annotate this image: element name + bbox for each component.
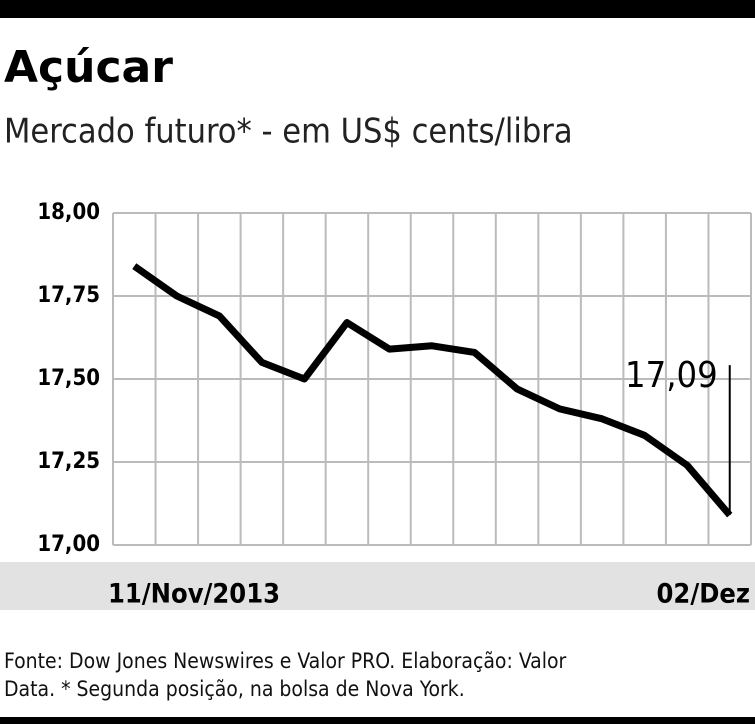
line [132, 263, 733, 518]
y-tick-label: 18,00 [37, 200, 100, 225]
chart-subtitle: Mercado futuro* - em US$ cents/libra [4, 112, 573, 152]
y-tick-label: 17,00 [37, 532, 100, 557]
x-tick-label: 11/Nov/2013 [108, 579, 280, 610]
value-label: 17,09 [625, 355, 718, 396]
bottom-bar [0, 717, 755, 724]
x-axis-band [0, 562, 755, 610]
y-tick-label: 17,50 [37, 366, 100, 391]
source: Fonte: Dow Jones Newswires e Valor PRO. … [4, 649, 567, 673]
chart-title: Açúcar [4, 42, 173, 93]
y-tick-label: 17,75 [37, 283, 100, 308]
top-bar [0, 0, 755, 18]
y-tick-label: 17,25 [37, 449, 100, 474]
source-note: Data. * Segunda posição, na bolsa de Nov… [4, 677, 465, 701]
x-tick-label: 02/Dez [657, 579, 750, 610]
